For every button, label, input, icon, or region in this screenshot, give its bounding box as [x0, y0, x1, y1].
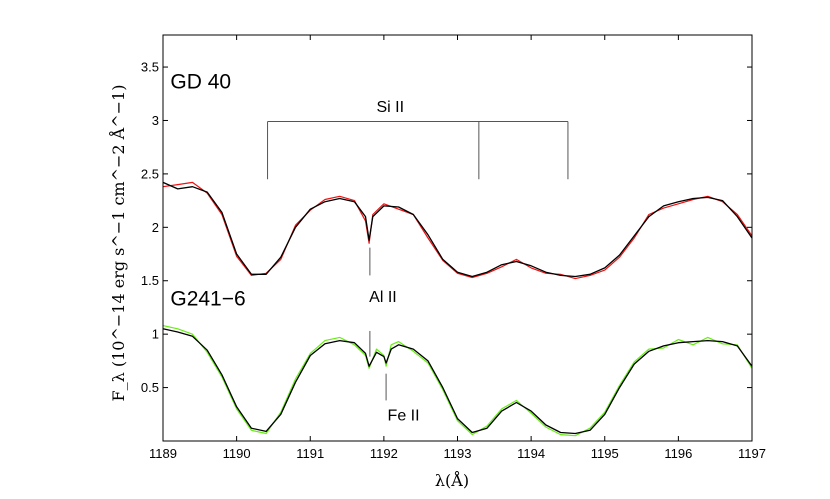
x-tick-label: 1194	[517, 446, 545, 461]
y-tick-label: 3	[152, 113, 159, 128]
y-axis-label: F_λ (10^−14 erg s^−1 cm^−2 Å^−1)	[108, 85, 128, 402]
line-id-label: Al II	[369, 289, 397, 306]
plot-frame	[162, 34, 753, 442]
y-tick-label: 2.5	[141, 166, 159, 181]
x-tick-label: 1190	[223, 446, 251, 461]
x-tick-label: 1189	[149, 446, 177, 461]
x-tick-label: 1195	[591, 446, 619, 461]
series-model-0	[162, 181, 753, 278]
y-tick-label: 1.5	[141, 273, 159, 288]
series-observed-0	[162, 181, 753, 280]
panel-label: GD 40	[170, 70, 231, 93]
line-id-label: Si II	[377, 99, 405, 116]
x-tick-label: 1192	[370, 446, 398, 461]
x-tick-label: 1196	[664, 446, 692, 461]
x-tick-label: 1191	[296, 446, 324, 461]
panel-label: G241−6	[170, 287, 245, 310]
y-tick-label: 2	[152, 220, 159, 235]
x-tick-label: 1197	[738, 446, 766, 461]
y-tick-label: 3.5	[141, 60, 159, 75]
series-model-1	[162, 328, 753, 435]
axis-ticks: 1189 1190 1191 1192 1193 1194 1195 1196 1197 0.5 1…	[141, 35, 766, 461]
x-tick-label: 1193	[444, 446, 472, 461]
series-layer	[162, 181, 753, 437]
annotations: Si II Al II Fe II GD 40 G241−6	[170, 70, 419, 424]
y-tick-label: 0.5	[141, 380, 159, 395]
x-axis-label: λ(Å)	[435, 470, 469, 490]
y-tick-label: 1	[152, 327, 159, 342]
line-id-markers	[267, 121, 569, 401]
line-id-label: Fe II	[388, 408, 420, 425]
